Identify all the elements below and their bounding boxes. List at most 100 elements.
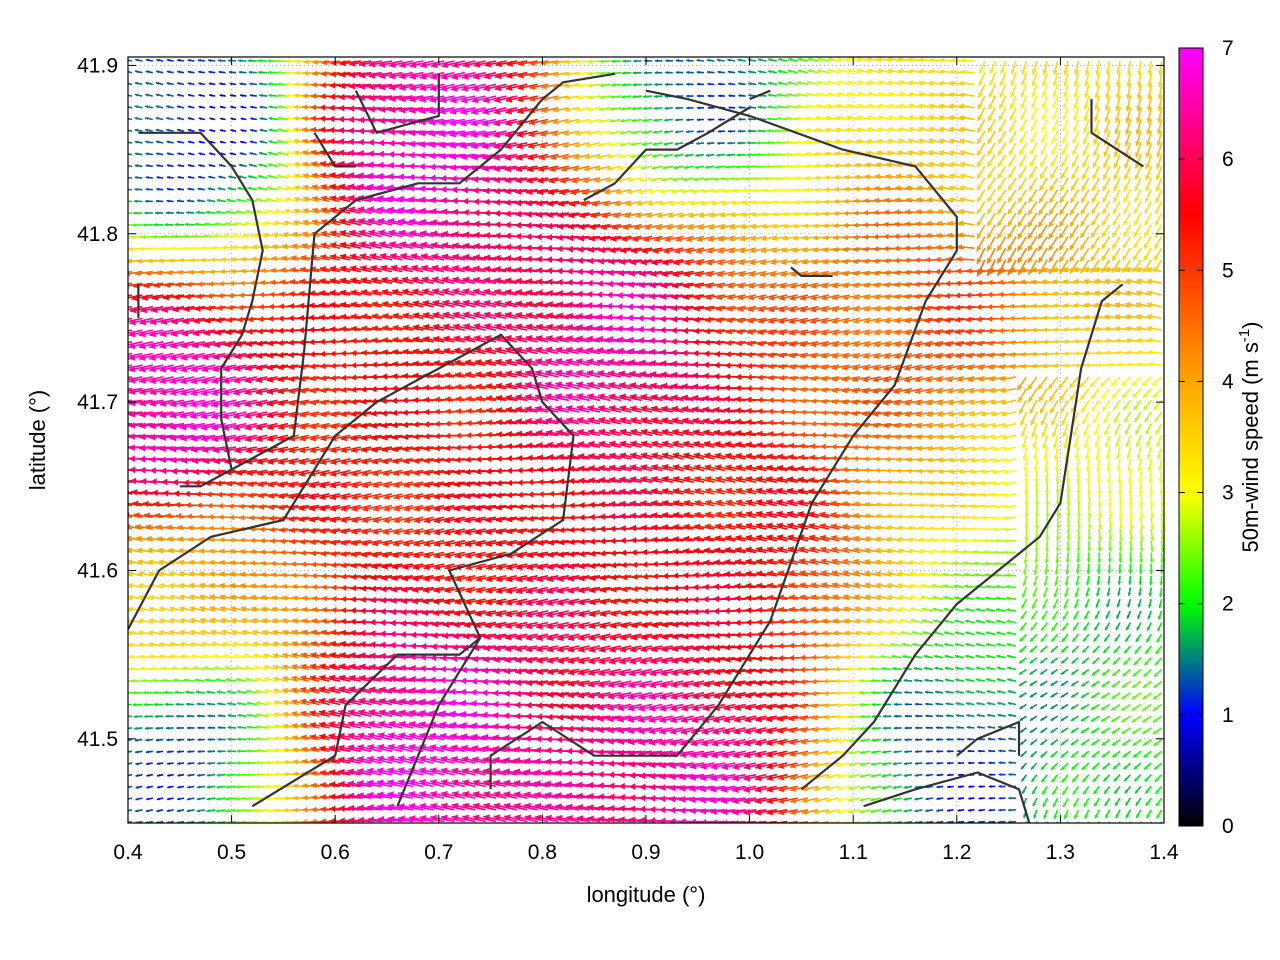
wind-arrow-head: [939, 57, 945, 63]
wind-arrow-head: [888, 115, 893, 120]
wind-arrow-head: [460, 119, 467, 127]
wind-arrow-head: [529, 60, 536, 66]
wind-arrow-head: [1062, 138, 1067, 144]
wind-arrow-head: [310, 104, 317, 111]
wind-arrow-head: [493, 131, 501, 139]
wind-arrow-head: [134, 116, 138, 121]
wind-arrow-head: [1063, 70, 1069, 75]
wind-arrow-head: [564, 83, 570, 89]
wind-arrow-head: [429, 119, 436, 126]
wind-arrow-head: [643, 94, 647, 99]
wind-arrow-head: [440, 73, 448, 80]
wind-arrow-head: [294, 70, 299, 76]
wind-arrow-head: [827, 57, 832, 62]
wind-arrow-head: [337, 115, 345, 123]
wind-arrow-head: [878, 115, 883, 120]
wind-arrow-head: [177, 82, 181, 86]
wind-arrow-head: [1073, 115, 1078, 121]
wind-arrow-head: [430, 61, 438, 69]
wind-arrow-head: [368, 94, 376, 102]
wind-arrow-head: [529, 84, 536, 90]
wind-arrow-head: [1146, 106, 1152, 112]
wind-arrow-head: [124, 164, 127, 167]
wind-arrow-head: [949, 103, 955, 109]
wind-arrow-head: [563, 131, 569, 137]
wind-arrow-head: [1062, 126, 1067, 132]
wind-arrow-head: [1156, 129, 1162, 135]
wind-arrow-head: [187, 70, 191, 74]
wind-arrow-head: [857, 68, 862, 73]
wind-arrow-head: [1073, 92, 1079, 98]
wind-arrow-head: [409, 95, 416, 103]
wind-arrow-head: [240, 117, 244, 121]
wind-arrow-head: [737, 129, 741, 133]
wind-arrow-head: [134, 140, 138, 144]
wind-arrow-head: [826, 92, 831, 97]
wind-arrow-head: [493, 108, 501, 115]
wind-arrow-head: [959, 103, 965, 109]
wind-arrow-head: [1124, 140, 1130, 146]
wind-arrow-head: [908, 115, 914, 120]
wind-arrow-head: [135, 70, 139, 74]
wind-arrow-head: [449, 130, 457, 138]
wind-arrow-head: [230, 105, 234, 109]
wind-arrow-head: [1125, 129, 1130, 135]
wind-arrow-head: [495, 60, 502, 68]
wind-arrow-head: [631, 118, 636, 123]
wind-arrow-head: [599, 59, 604, 64]
wind-arrow-head: [1146, 129, 1152, 135]
wind-arrow-head: [795, 104, 801, 109]
wind-arrow-head: [470, 120, 478, 127]
wind-arrow-head: [857, 103, 862, 109]
wind-arrow-head: [576, 71, 581, 77]
wind-arrow-head: [110, 319, 117, 326]
wind-arrow-head: [114, 271, 119, 276]
wind-arrow-head: [664, 118, 668, 122]
wind-arrow-head: [409, 61, 417, 69]
wind-arrow-head: [988, 115, 993, 121]
wind-arrow-head: [1041, 138, 1046, 143]
wind-arrow-head: [878, 91, 883, 97]
wind-arrow-head: [959, 92, 965, 98]
wind-arrow-head: [798, 57, 802, 62]
wind-arrow-head: [187, 128, 191, 132]
wind-arrow-head: [429, 84, 437, 92]
wind-arrow-head: [449, 108, 457, 115]
wind-arrow-head: [399, 95, 406, 103]
wind-arrow-head: [918, 57, 924, 63]
wind-arrow-head: [598, 118, 603, 124]
wind-arrow-head: [588, 83, 593, 88]
wind-arrow-head: [696, 58, 700, 63]
wind-arrow-head: [675, 70, 679, 75]
wind-arrow-head: [576, 95, 581, 100]
wind-arrow-head: [664, 82, 668, 87]
wind-arrow-head: [777, 81, 782, 86]
wind-arrow-head: [608, 130, 614, 135]
wind-arrow-head: [928, 103, 934, 109]
wind-arrow-head: [1030, 138, 1035, 143]
wind-arrow-head: [727, 58, 731, 62]
wind-arrow-head: [1031, 69, 1037, 75]
wind-arrow-head: [378, 106, 386, 113]
wind-arrow-head: [787, 69, 792, 74]
wind-arrow-head: [123, 200, 126, 204]
wind-arrow-head: [177, 105, 181, 109]
wind-arrow-head: [918, 103, 924, 109]
wind-arrow-head: [586, 130, 592, 136]
wind-arrow-head: [717, 58, 721, 62]
wind-arrow-head: [609, 118, 614, 123]
wind-arrow-head: [1147, 94, 1152, 100]
wind-arrow-head: [472, 73, 480, 80]
wind-arrow-head: [620, 130, 625, 135]
wind-arrow-head: [399, 106, 406, 114]
wind-arrow-head: [541, 107, 547, 114]
wind-arrow-head: [230, 117, 234, 121]
wind-arrow-head: [430, 73, 438, 80]
wind-arrow-head: [338, 82, 346, 90]
wind-arrow-head: [1009, 103, 1015, 109]
wind-arrow-head: [653, 118, 657, 122]
wind-arrow-head: [631, 130, 635, 135]
wind-arrow-head: [846, 91, 852, 97]
wind-arrow-head: [1042, 92, 1047, 98]
wind-arrow-head: [293, 115, 299, 121]
